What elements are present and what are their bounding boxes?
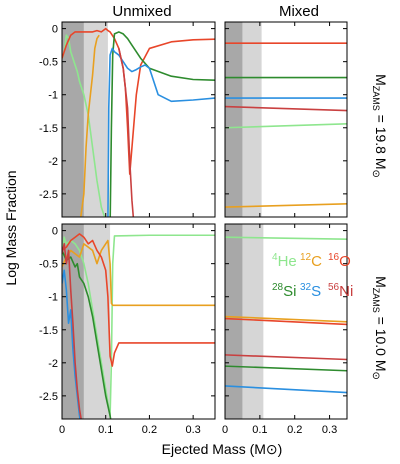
series-line (118, 48, 135, 217)
legend-element: O (339, 253, 351, 270)
row-label-19-8: MZAMS = 19.8 M⊙ (370, 74, 389, 178)
y-tick-label: -0.5 (39, 259, 58, 271)
series-line (225, 123, 347, 129)
sun-symbol: ⊙ (266, 441, 278, 457)
y-tick-label: -0.5 (39, 57, 58, 69)
series-line (225, 202, 347, 208)
legend-item: 28Si (272, 282, 296, 300)
y-tick-label: -2 (48, 358, 58, 370)
series-line (225, 105, 347, 112)
series-line (62, 34, 106, 217)
legend-element: C (311, 253, 322, 270)
series-line (225, 354, 347, 361)
shade-dark-region (62, 22, 84, 217)
y-tick-label: -2 (48, 156, 58, 168)
legend-mass-number: 12 (300, 252, 312, 263)
y-tick-label: -2.5 (39, 189, 58, 201)
x-tick-label: 0.2 (287, 424, 302, 436)
col-title-mixed: Mixed (279, 3, 319, 20)
panel-frame (224, 223, 348, 420)
series-group (62, 233, 215, 419)
y-tick-label: -2.5 (39, 391, 58, 403)
legend-item: 12C (300, 252, 322, 270)
col-title-unmixed: Unmixed (112, 3, 171, 20)
legend-item: 4He (272, 252, 297, 270)
x-tick-label: 0.1 (98, 424, 113, 436)
legend-item: 16O (328, 252, 351, 270)
series-line (109, 31, 215, 217)
panel-frame (224, 21, 348, 218)
row-label-prefix: M (373, 74, 389, 86)
panel-frame (61, 21, 216, 218)
x-tick-label: 0.3 (322, 424, 337, 436)
panel-unmixed-10-0: 0 0.1 0.2 0.3 0 -0.5 -1 -1.5 -2 -2.5 (39, 223, 216, 436)
panel-mixed-19-8 (224, 21, 348, 218)
x-tick-label: 0.2 (142, 424, 157, 436)
row-label-sub: ZAMS (371, 86, 381, 111)
series-group (62, 27, 215, 217)
x-tick-label: 0 (222, 424, 228, 436)
row-label-sub: ZAMS (371, 288, 381, 313)
shade-light-region (242, 224, 264, 419)
x-axis-title: Ejected Mass (M⊙) (162, 441, 283, 457)
x-tick-label: 0 (59, 424, 65, 436)
legend-item: 56Ni (328, 282, 353, 300)
x-axis-title-main: Ejected Mass (M (162, 441, 266, 457)
sun-symbol: ⊙ (370, 372, 381, 380)
legend-mass-number: 4 (272, 252, 278, 263)
y-tick-label: -1 (48, 90, 58, 102)
series-line (62, 27, 215, 175)
y-tick-label: 0 (52, 24, 58, 36)
legend-mass-number: 28 (272, 282, 284, 293)
legend-item: 32S (300, 282, 321, 300)
series-line (62, 250, 112, 419)
panels: 0 -0.5 -1 -1.5 -2 -2.5 0 0.1 0.2 0.3 0 -0.5 -1 -1.5 -2… (39, 21, 353, 436)
panel-unmixed-19-8: 0 -0.5 -1 -1.5 -2 -2.5 (39, 21, 216, 218)
y-tick-label: -1 (48, 292, 58, 304)
series-line (62, 243, 82, 419)
sun-symbol: ⊙ (370, 170, 381, 178)
legend-mass-number: 32 (300, 282, 312, 293)
series-line (107, 47, 215, 217)
x-tick-label: 0.1 (252, 424, 267, 436)
series-line (225, 236, 347, 240)
legend-mass-number: 16 (328, 252, 340, 263)
legend-element: Ni (339, 283, 353, 300)
row-label-prefix: M (373, 276, 389, 288)
series-line (225, 365, 347, 372)
y-axis-title: Log Mass Fraction (3, 170, 19, 285)
series-line (62, 239, 215, 307)
series-line (225, 315, 347, 323)
legend-element: Si (283, 283, 296, 300)
y-tick-label: -1.5 (39, 325, 58, 337)
y-tick-label: -1.5 (39, 123, 58, 135)
y-tick-label: 0 (52, 226, 58, 238)
row-label-value: = 10.0 M (373, 313, 389, 372)
series-group (225, 42, 347, 208)
shade-dark-region (225, 224, 243, 419)
row-label-value: = 19.8 M (373, 111, 389, 170)
series-line (225, 385, 347, 394)
panel-frame (61, 223, 216, 420)
legend-element: He (278, 253, 297, 270)
x-tick-label: 0.3 (185, 424, 200, 436)
series-line (79, 34, 100, 217)
shade-dark-region (225, 22, 243, 217)
x-axis-title-suffix: ) (278, 441, 283, 457)
legend-mass-number: 56 (328, 282, 340, 293)
row-label-10-0: MZAMS = 10.0 M⊙ (370, 276, 389, 380)
series-line (225, 317, 347, 326)
shade-light-region (242, 22, 262, 217)
legend-element: S (311, 283, 321, 300)
series-group (225, 236, 347, 394)
series-line (62, 233, 215, 367)
